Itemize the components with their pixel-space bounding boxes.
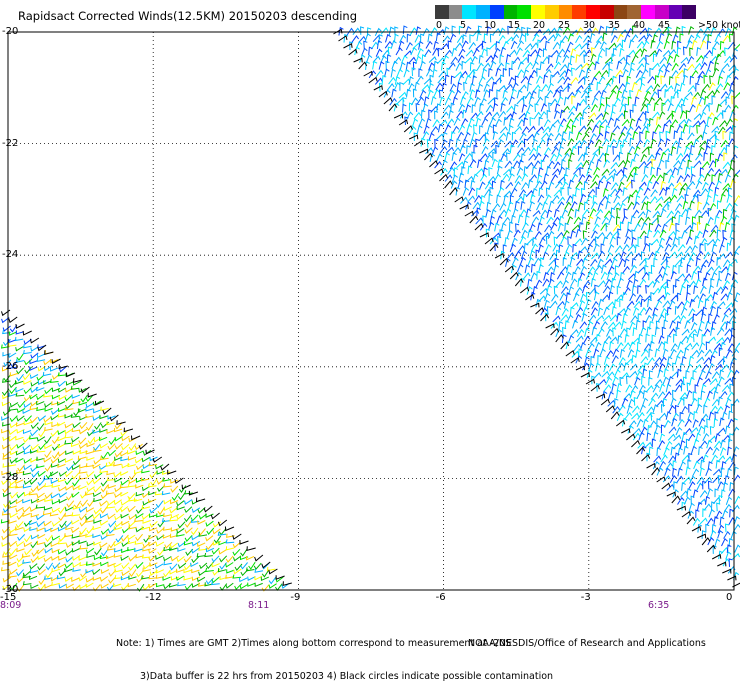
x-tick-label: -9 bbox=[290, 592, 301, 603]
colorbar-segment bbox=[435, 5, 450, 19]
x-tick-label: -15 bbox=[0, 592, 17, 603]
colorbar-segment bbox=[503, 5, 518, 19]
note-line-2: 3)Data buffer is 22 hrs from 20150203 4)… bbox=[140, 671, 554, 682]
y-tick-label: -24 bbox=[2, 249, 19, 261]
colorbar-segment bbox=[476, 5, 491, 19]
y-tick-label: -28 bbox=[2, 472, 19, 484]
time-label-right: 6:35 bbox=[648, 600, 670, 611]
colorbar-segment bbox=[489, 5, 505, 19]
colorbar-segment bbox=[572, 5, 587, 19]
colorbar-segment bbox=[613, 5, 628, 19]
colorbar-labels: 0 5 10 15 20 25 30 35 40 45 >50 knots bbox=[430, 20, 740, 32]
x-tick-label: 0 bbox=[726, 592, 733, 603]
colorbar-label: 35 bbox=[608, 20, 621, 31]
colorbar-label: 15 bbox=[508, 20, 521, 31]
colorbar-segment bbox=[627, 5, 642, 19]
colorbar-segment bbox=[668, 5, 683, 19]
colorbar-segment bbox=[544, 5, 560, 19]
plot-frame bbox=[7, 31, 735, 591]
wind-map-plot bbox=[0, 25, 740, 592]
colorbar-segment bbox=[531, 5, 546, 19]
credit-text: NOAA/NESDIS/Office of Research and Appli… bbox=[468, 638, 706, 649]
colorbar-label: 30 bbox=[583, 20, 596, 31]
wind-barb-swaths bbox=[0, 25, 740, 592]
colorbar-segment bbox=[641, 5, 656, 19]
notes: Note: 1) Times are GMT 2)Times along bot… bbox=[116, 616, 553, 693]
colorbar-label: 40 bbox=[633, 20, 646, 31]
note-line-1: Note: 1) Times are GMT 2)Times along bot… bbox=[116, 638, 512, 649]
colorbar-segment bbox=[586, 5, 601, 19]
y-tick-label: -26 bbox=[2, 360, 19, 372]
colorbar-segment bbox=[558, 5, 573, 19]
x-tick-label: -12 bbox=[145, 592, 162, 603]
colorbar-label: 0 bbox=[436, 20, 443, 31]
colorbar-label: 10 bbox=[484, 20, 497, 31]
time-label-middle: 8:11 bbox=[248, 600, 270, 611]
colorbar-segment bbox=[682, 5, 697, 19]
colorbar-segment bbox=[599, 5, 615, 19]
colorbar-label: >50 knots bbox=[698, 20, 740, 31]
map-title: Rapidsact Corrected Winds(12.5KM) 201502… bbox=[18, 9, 358, 23]
colorbar-label: 45 bbox=[658, 20, 671, 31]
colorbar-label: 5 bbox=[460, 20, 467, 31]
colorbar-label: 25 bbox=[558, 20, 571, 31]
y-tick-label: -20 bbox=[2, 26, 19, 37]
y-tick-label: -30 bbox=[2, 584, 19, 595]
colorbar-segment bbox=[462, 5, 477, 19]
y-tick-label: -22 bbox=[2, 137, 19, 149]
x-tick-label: -3 bbox=[580, 592, 591, 603]
colorbar-segment bbox=[654, 5, 670, 19]
wind-speed-colorbar bbox=[435, 5, 697, 19]
x-tick-label: -6 bbox=[435, 592, 446, 603]
colorbar-label: 20 bbox=[533, 20, 546, 31]
colorbar-segment bbox=[448, 5, 463, 19]
time-label-left: 8:09 bbox=[0, 600, 22, 611]
colorbar-segment bbox=[517, 5, 532, 19]
